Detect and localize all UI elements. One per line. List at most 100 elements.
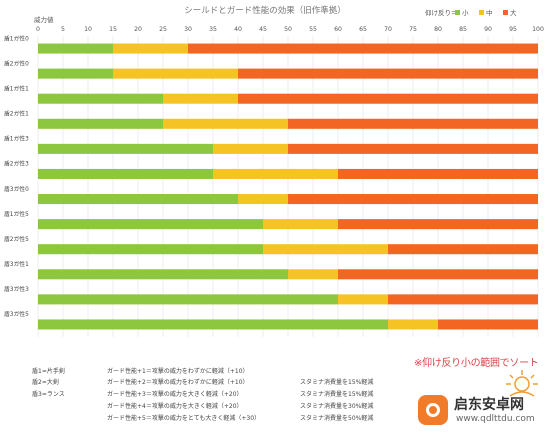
category-label: 盾2ガ性3 <box>4 160 29 168</box>
bar-large <box>288 118 538 129</box>
note-cell-c1: 盾1=片手剣 <box>32 368 65 375</box>
legend-label: 大 <box>510 8 517 17</box>
x-tick-label: 100 <box>532 26 544 33</box>
category-label: 盾3ガ性5 <box>4 310 29 318</box>
x-tick-label: 15 <box>109 26 117 33</box>
note-cell-c1: 盾3=ランス <box>32 391 65 398</box>
bar-small <box>38 294 338 305</box>
x-tick-label: 95 <box>509 26 517 33</box>
note-cell-c3: スタミナ消費量を30%軽減 <box>300 403 374 410</box>
bar-medium <box>163 118 288 129</box>
bar-medium <box>338 294 388 305</box>
bar-medium <box>263 244 388 255</box>
bar-small <box>38 143 213 154</box>
x-tick-label: 90 <box>484 26 492 33</box>
x-tick-label: 65 <box>359 26 367 33</box>
bar-large <box>338 269 538 280</box>
category-label: 盾3ガ性3 <box>4 285 29 293</box>
note-row: ガード性能+5＝攻撃の威力をとても大きく軽減（+30） スタミナ消費量を50%軽減 <box>0 413 550 424</box>
y-axis-label: 威力値 <box>34 15 54 24</box>
bar-small <box>38 269 288 280</box>
note-cell-c3: スタミナ消費量を50%軽減 <box>300 415 374 422</box>
bars <box>38 43 538 330</box>
note-cell-c2: ガード性能+2＝攻撃の威力をわずかに軽減（+10） <box>107 379 249 386</box>
bar-large <box>438 319 538 330</box>
bar-large <box>338 219 538 230</box>
bar-small <box>38 68 113 79</box>
x-tick-label: 60 <box>334 26 342 33</box>
bar-large <box>238 93 538 104</box>
legend-label: 小 <box>462 8 469 17</box>
chart-title: シールドとガード性能の効果（旧作準拠） <box>184 5 346 16</box>
category-label: 盾3ガ性1 <box>4 260 29 268</box>
legend-title: 仰け反り＝ <box>425 8 458 17</box>
bar-small <box>38 118 163 129</box>
legend-swatch <box>503 10 508 15</box>
category-label: 盾2ガ性1 <box>4 110 29 118</box>
watermark-name: 启东安卓网 <box>454 397 524 413</box>
bar-medium <box>288 269 338 280</box>
category-label: 盾2ガ性0 <box>4 59 29 67</box>
bar-medium <box>113 68 238 79</box>
legend-swatch <box>479 10 484 15</box>
sun-doodle-icon <box>506 370 538 397</box>
bar-large <box>338 168 538 179</box>
x-tick-label: 55 <box>309 26 317 33</box>
bar-large <box>388 294 538 305</box>
sort-note: ※仰け反り小の範囲でソート <box>414 358 539 369</box>
bar-medium <box>388 319 438 330</box>
bar-medium <box>163 93 238 104</box>
x-tick-label: 30 <box>184 26 192 33</box>
legend-label: 中 <box>486 8 493 17</box>
x-tick-label: 45 <box>259 26 267 33</box>
bar-medium <box>263 219 338 230</box>
x-tick-label: 35 <box>209 26 217 33</box>
category-label: 盾1ガ性0 <box>4 34 29 42</box>
bar-large <box>388 244 538 255</box>
note-cell-c2: ガード性能+4＝攻撃の威力を大きく軽減（+20） <box>107 403 243 410</box>
note-row: ガード性能+4＝攻撃の威力を大きく軽減（+20） スタミナ消費量を30%軽減 <box>0 401 550 412</box>
x-tick-label: 5 <box>61 26 65 33</box>
watermark: 启东安卓网 www.qdlttdu.com <box>416 392 550 432</box>
x-tick-label: 80 <box>434 26 442 33</box>
category-label: 盾3ガ性0 <box>4 185 29 193</box>
category-label: 盾1ガ性5 <box>4 210 29 218</box>
x-tick-label: 0 <box>36 26 40 33</box>
note-row: 盾1=片手剣 ガード性能+1＝攻撃の威力をわずかに軽減（+10） <box>0 366 550 377</box>
grid-lines <box>37 36 539 337</box>
bar-small <box>38 194 238 205</box>
bar-small <box>38 168 213 179</box>
category-label: 盾1ガ性3 <box>4 135 29 143</box>
x-tick-label: 75 <box>409 26 417 33</box>
bar-large <box>188 43 538 54</box>
note-cell-c2: ガード性能+3＝攻撃の威力を大きく軽減（+20） <box>107 391 243 398</box>
note-row: 盾3=ランス ガード性能+3＝攻撃の威力を大きく軽減（+20） スタミナ消費量を15… <box>0 389 550 400</box>
x-tick-label: 50 <box>284 26 292 33</box>
category-label: 盾2ガ性5 <box>4 235 29 243</box>
note-row: 盾2=大剣 ガード性能+2＝攻撃の威力をわずかに軽減（+10） スタミナ消費量を15… <box>0 377 550 388</box>
watermark-logo-icon <box>418 395 448 425</box>
bar-medium <box>213 168 338 179</box>
bar-medium <box>213 143 288 154</box>
x-tick-label: 85 <box>459 26 467 33</box>
shield-guard-chart: 0 5 10 15 20 25 30 35 40 45 50 55 60 65 70 75 80 85 90 95 10… <box>4 5 544 337</box>
note-cell-c2: ガード性能+1＝攻撃の威力をわずかに軽減（+10） <box>107 368 249 375</box>
note-cell-c2: ガード性能+5＝攻撃の威力をとても大きく軽減（+30） <box>107 415 261 422</box>
bar-medium <box>113 43 188 54</box>
bar-large <box>238 68 538 79</box>
bar-small <box>38 319 388 330</box>
watermark-url: www.qdlttdu.com <box>456 414 535 424</box>
x-tick-label: 25 <box>159 26 167 33</box>
x-tick-label: 10 <box>84 26 92 33</box>
legend-swatch <box>455 10 460 15</box>
category-label: 盾1ガ性1 <box>4 84 29 92</box>
note-cell-c1: 盾2=大剣 <box>32 379 59 386</box>
bar-small <box>38 93 163 104</box>
y-axis-categories: 盾1ガ性0 盾2ガ性0 盾1ガ性1 盾2ガ性1 盾1ガ性3 盾2ガ性3 盾3ガ性0 盾1ガ性5… <box>4 34 29 318</box>
bar-small <box>38 43 113 54</box>
bar-medium <box>238 194 288 205</box>
x-tick-label: 70 <box>384 26 392 33</box>
bar-small <box>38 219 263 230</box>
x-tick-label: 40 <box>234 26 242 33</box>
note-cell-c3: スタミナ消費量を15%軽減 <box>300 379 374 386</box>
